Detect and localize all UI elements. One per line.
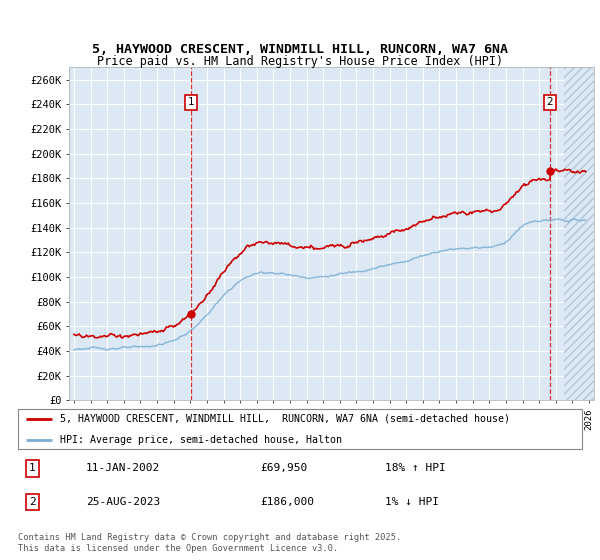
Text: 18% ↑ HPI: 18% ↑ HPI	[385, 464, 445, 473]
Text: HPI: Average price, semi-detached house, Halton: HPI: Average price, semi-detached house,…	[60, 435, 342, 445]
Text: 5, HAYWOOD CRESCENT, WINDMILL HILL,  RUNCORN, WA7 6NA (semi-detached house): 5, HAYWOOD CRESCENT, WINDMILL HILL, RUNC…	[60, 414, 510, 424]
Text: Price paid vs. HM Land Registry's House Price Index (HPI): Price paid vs. HM Land Registry's House …	[97, 55, 503, 68]
Text: 1% ↓ HPI: 1% ↓ HPI	[385, 497, 439, 507]
Text: £186,000: £186,000	[260, 497, 314, 507]
Text: 2: 2	[547, 97, 553, 107]
Text: 5, HAYWOOD CRESCENT, WINDMILL HILL, RUNCORN, WA7 6NA: 5, HAYWOOD CRESCENT, WINDMILL HILL, RUNC…	[92, 43, 508, 56]
Bar	[564, 67, 594, 400]
Text: 2: 2	[29, 497, 35, 507]
Text: 1: 1	[187, 97, 194, 107]
Text: 1: 1	[29, 464, 35, 473]
Text: Contains HM Land Registry data © Crown copyright and database right 2025.
This d: Contains HM Land Registry data © Crown c…	[18, 533, 401, 553]
Text: 25-AUG-2023: 25-AUG-2023	[86, 497, 160, 507]
Text: £69,950: £69,950	[260, 464, 308, 473]
Text: 11-JAN-2002: 11-JAN-2002	[86, 464, 160, 473]
